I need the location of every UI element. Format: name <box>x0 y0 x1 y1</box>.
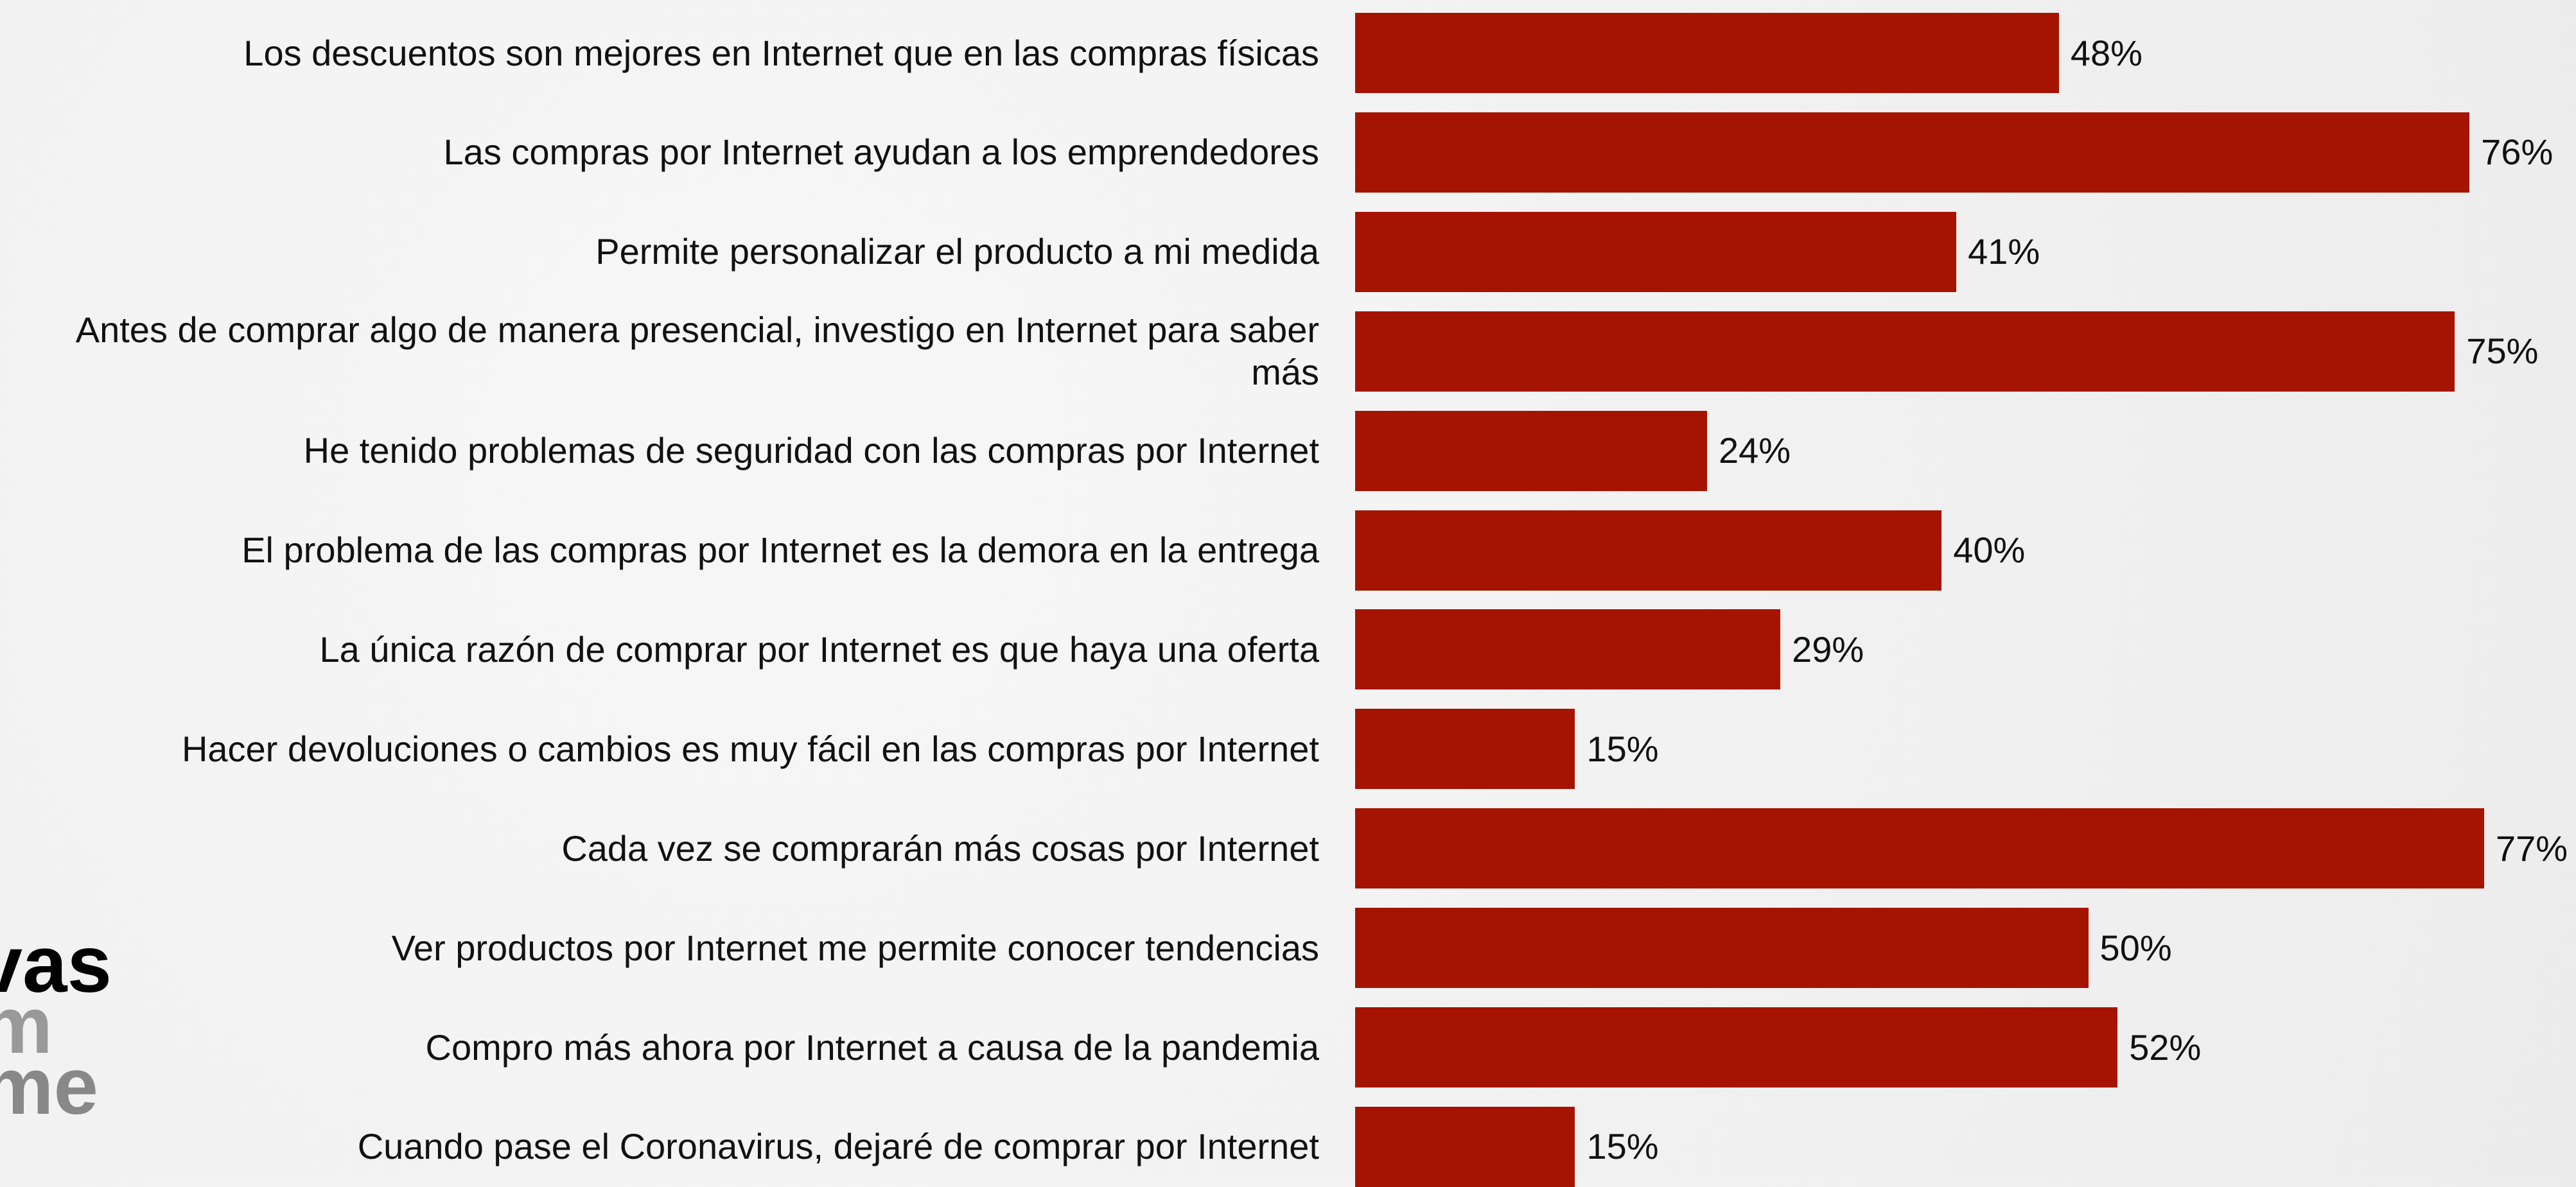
bar <box>1355 908 2089 989</box>
value-label: 41% <box>1968 231 2040 272</box>
bar <box>1355 609 1781 690</box>
value-label: 77% <box>2496 827 2568 869</box>
category-label: Las compras por Internet ayudan a los em… <box>443 132 1319 173</box>
category-label: Hacer devoluciones o cambios es muy fáci… <box>181 728 1319 769</box>
category-label: Cuando pase el Coronavirus, dejaré de co… <box>357 1126 1319 1167</box>
value-label: 52% <box>2129 1027 2202 1068</box>
bar <box>1355 311 2455 392</box>
value-label: 29% <box>1792 628 1864 670</box>
bar <box>1355 13 2059 93</box>
category-label: Permite personalizar el producto a mi me… <box>595 231 1319 272</box>
logo-text: vas <box>0 920 112 1009</box>
category-label: Antes de comprar algo de manera presenci… <box>75 309 1319 393</box>
category-label: El problema de las compras por Internet … <box>241 530 1319 570</box>
category-label: Los descuentos son mejores en Internet q… <box>243 32 1319 73</box>
value-label: 50% <box>2099 927 2172 968</box>
value-label: 48% <box>2070 32 2142 73</box>
category-label: La única razón de comprar por Internet e… <box>319 628 1319 670</box>
value-label: 76% <box>2481 132 2554 173</box>
bar <box>1355 510 1942 591</box>
value-label: 24% <box>1718 430 1791 471</box>
bar <box>1355 1106 1575 1187</box>
bar <box>1355 1007 2118 1087</box>
category-label: He tenido problemas de seguridad con las… <box>303 430 1319 471</box>
logo-text: me <box>0 1042 98 1131</box>
value-label: 15% <box>1586 728 1659 769</box>
category-label: Cada vez se comprarán más cosas por Inte… <box>561 827 1319 869</box>
bar <box>1355 211 1957 292</box>
value-label: 40% <box>1953 530 2026 570</box>
logo-text: m <box>0 981 53 1070</box>
bar <box>1355 808 2484 889</box>
category-label: Ver productos por Internet me permite co… <box>391 927 1319 968</box>
bar <box>1355 410 1707 491</box>
bar <box>1355 112 2470 193</box>
value-label: 15% <box>1586 1126 1659 1167</box>
bar <box>1355 709 1575 790</box>
value-label: 75% <box>2466 331 2539 372</box>
category-label: Compro más ahora por Internet a causa de… <box>425 1027 1319 1068</box>
